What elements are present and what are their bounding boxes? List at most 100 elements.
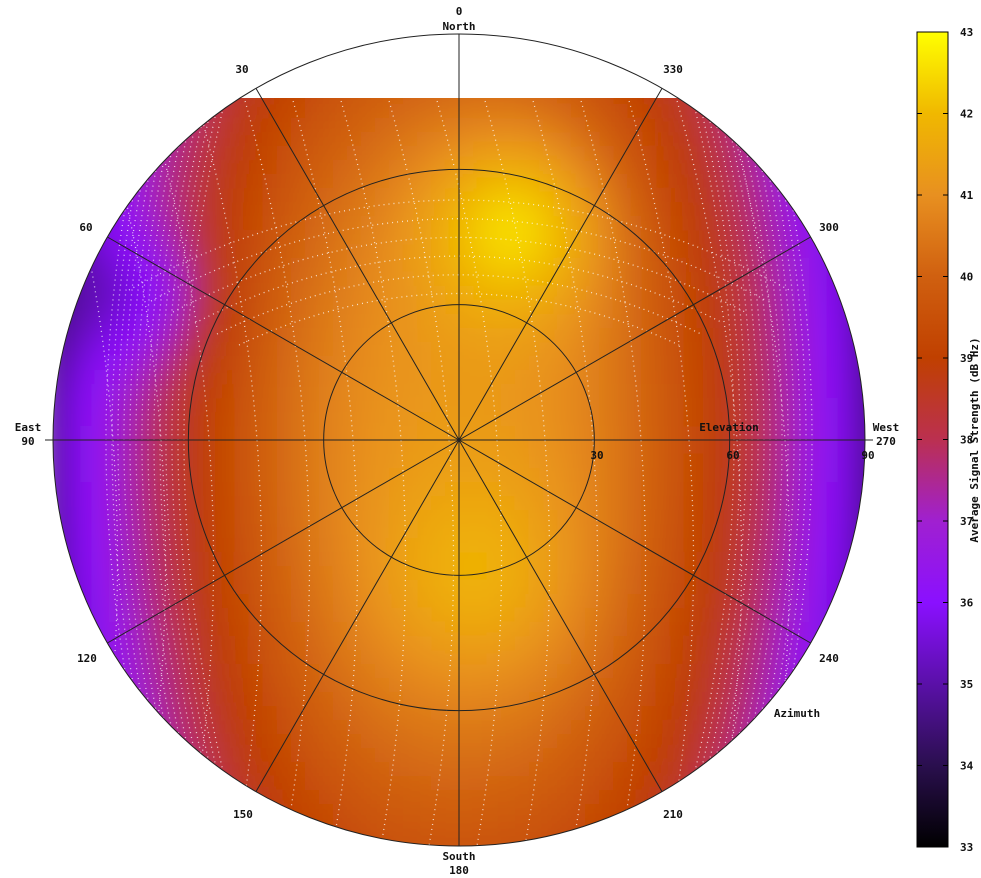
heat-cell (543, 580, 558, 595)
heat-cell (375, 48, 390, 63)
heat-cell (641, 510, 656, 525)
heat-cell (697, 76, 712, 91)
heat-cell (403, 412, 418, 427)
heat-cell (193, 790, 208, 805)
heat-cell (711, 706, 726, 721)
heat-cell (431, 622, 446, 637)
heat-cell (529, 48, 544, 63)
heat-cell (431, 76, 446, 91)
heat-cell (543, 146, 558, 161)
heat-cell (613, 454, 628, 469)
heat-cell (781, 496, 796, 511)
heat-cell (683, 426, 698, 441)
heat-cell (207, 776, 222, 791)
heat-cell (809, 790, 824, 805)
heat-cell (613, 538, 628, 553)
heat-cell (613, 496, 628, 511)
heat-cell (123, 790, 138, 805)
heat-cell (683, 496, 698, 511)
heat-cell (179, 440, 194, 455)
heat-cell (613, 622, 628, 637)
heat-cell (235, 412, 250, 427)
heat-cell (123, 132, 138, 147)
heat-cell (571, 314, 586, 329)
heat-cell (711, 104, 726, 119)
heat-cell (725, 846, 740, 861)
heat-cell (95, 370, 110, 385)
heat-cell (193, 146, 208, 161)
heat-cell (781, 426, 796, 441)
heat-cell (515, 622, 530, 637)
heat-cell (193, 174, 208, 189)
heat-cell (305, 48, 320, 63)
heat-cell (655, 762, 670, 777)
heat-cell (557, 48, 572, 63)
heat-cell (697, 230, 712, 245)
heat-cell (291, 244, 306, 259)
heat-cell (95, 734, 110, 749)
heat-cell (151, 650, 166, 665)
heat-cell (683, 286, 698, 301)
heat-cell (95, 132, 110, 147)
heat-cell (431, 762, 446, 777)
heat-cell (445, 552, 460, 567)
heat-cell (235, 762, 250, 777)
heat-cell (417, 664, 432, 679)
heat-cell (557, 258, 572, 273)
heat-cell (557, 440, 572, 455)
heat-cell (753, 286, 768, 301)
heat-cell (235, 440, 250, 455)
heat-cell (109, 230, 124, 245)
heat-cell (95, 216, 110, 231)
heat-cell (165, 384, 180, 399)
heat-cell (263, 650, 278, 665)
heat-cell (347, 860, 362, 875)
heat-cell (837, 818, 852, 833)
heat-cell (67, 272, 82, 287)
heat-cell (53, 230, 54, 245)
heat-cell (95, 398, 110, 413)
heat-cell (417, 216, 432, 231)
heat-cell (305, 398, 320, 413)
heat-cell (809, 272, 824, 287)
heat-cell (207, 790, 222, 805)
heat-cell (95, 608, 110, 623)
heat-cell (753, 132, 768, 147)
heat-cell (179, 104, 194, 119)
heat-cell (487, 356, 502, 371)
heat-cell (753, 832, 768, 846)
heat-cell (165, 594, 180, 609)
heat-cell (781, 328, 796, 343)
heat-cell (725, 496, 740, 511)
heat-cell (277, 146, 292, 161)
heat-cell (501, 412, 516, 427)
heat-cell (123, 818, 138, 833)
heat-cell (333, 104, 348, 119)
heat-cell (403, 132, 418, 147)
heat-cell (571, 468, 586, 483)
heat-cell (389, 720, 404, 735)
heat-cell (487, 482, 502, 497)
heat-cell (809, 664, 824, 679)
heat-cell (445, 804, 460, 819)
heat-cell (179, 454, 194, 469)
heat-cell (165, 160, 180, 175)
heat-cell (67, 608, 82, 623)
heat-cell (67, 440, 82, 455)
heat-cell (123, 356, 138, 371)
heat-cell (291, 384, 306, 399)
heat-cell (809, 566, 824, 581)
heat-cell (445, 426, 460, 441)
heat-cell (235, 496, 250, 511)
heat-cell (795, 776, 810, 791)
heat-cell (571, 272, 586, 287)
heat-cell (641, 776, 656, 791)
heat-cell (165, 426, 180, 441)
heat-cell (137, 202, 152, 217)
heat-cell (305, 832, 320, 846)
heat-cell (165, 398, 180, 413)
heat-cell (151, 734, 166, 749)
heat-cell (417, 454, 432, 469)
heat-cell (767, 48, 782, 63)
heat-cell (277, 776, 292, 791)
